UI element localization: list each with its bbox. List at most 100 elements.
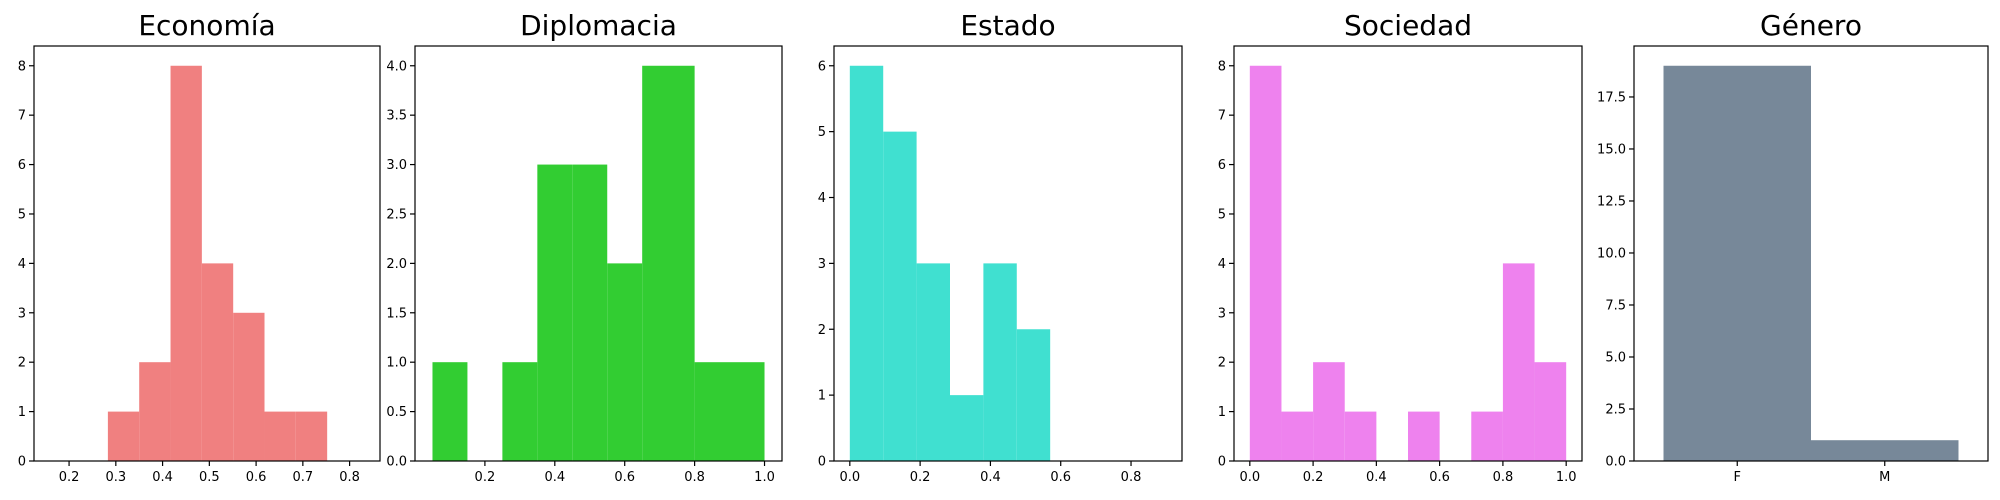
y-tick-label: 1 (818, 389, 826, 404)
axes-frame (414, 45, 783, 462)
x-tick-label: 0.4 (980, 470, 1001, 485)
y-tick-label: 17.5 (1597, 90, 1626, 105)
bar-1-3 (537, 164, 573, 461)
x-tick-label: 0.6 (246, 470, 267, 485)
y-tick-label: 1 (18, 405, 26, 420)
chart-title: Estado (960, 9, 1055, 42)
bar-2-0 (849, 65, 884, 461)
bar-2-5 (1016, 329, 1051, 461)
bar-3-8 (1502, 263, 1535, 461)
y-tick-label: 1.0 (386, 356, 407, 371)
bar-3-7 (1471, 411, 1503, 461)
y-tick-label: 0.5 (386, 405, 407, 420)
bar-2-2 (916, 263, 950, 461)
y-tick-label: 0.0 (386, 455, 407, 470)
y-tick-label: 5 (18, 207, 26, 222)
y-tick-label: 10.0 (1597, 246, 1626, 261)
bar-3-2 (1313, 362, 1345, 461)
y-tick-label: 3 (818, 257, 826, 272)
y-tick-label: 7.5 (1605, 298, 1626, 313)
y-tick-label: 4 (818, 191, 826, 206)
bar-0-4 (201, 263, 234, 461)
y-tick-label: 6 (18, 158, 26, 173)
x-tick-label: F (1734, 470, 1741, 485)
x-tick-label: 0.2 (1303, 470, 1324, 485)
y-tick-label: 1.5 (386, 306, 407, 321)
bar-3-0 (1249, 65, 1282, 461)
y-tick-label: 5.0 (1605, 350, 1626, 365)
axes-frame (1233, 45, 1583, 462)
bar-0-5 (233, 312, 265, 461)
x-tick-label: M (1879, 470, 1890, 485)
y-tick-label: 0 (1218, 455, 1226, 470)
bar-3-9 (1534, 362, 1567, 461)
y-tick-label: 3 (18, 306, 26, 321)
chart-title: Sociedad (1344, 9, 1472, 42)
y-tick-label: 0.0 (1605, 455, 1626, 470)
x-tick-label: 0.2 (910, 470, 931, 485)
y-tick-label: 4 (18, 257, 26, 272)
y-tick-label: 4.0 (386, 59, 407, 74)
y-tick-label: 15.0 (1597, 142, 1626, 157)
bar-1-5 (607, 263, 643, 461)
bar-2-3 (950, 395, 984, 461)
x-tick-label: 0.4 (1366, 470, 1387, 485)
y-tick-label: 0 (818, 455, 826, 470)
x-tick-label: 0.8 (1493, 470, 1514, 485)
chart-title: Diplomacia (520, 9, 677, 42)
bar-1-7 (694, 362, 765, 461)
chart-panel-3: 0.0 0.2 0.4 0.6 0.8 1.0 0 1 2 3 4 5 6 7 8 Sociedad (1218, 9, 1583, 485)
bar-4-1 (1811, 440, 1959, 461)
x-tick-label: 0.2 (475, 470, 496, 485)
y-tick-label: 8 (18, 59, 26, 74)
bar-4-0 (1663, 65, 1811, 461)
y-tick-label: 2 (818, 323, 826, 338)
axes-frame (33, 45, 381, 462)
y-tick-label: 12.5 (1597, 194, 1626, 209)
x-tick-label: 0.8 (1121, 470, 1142, 485)
chart-panel-1: 0.2 0.4 0.6 0.8 1.0 0.0 0.5 1.0 1.5 2.0 2.5 3.0 3.5 4… (386, 9, 783, 485)
y-tick-label: 6 (1218, 158, 1226, 173)
x-tick-label: 0.2 (59, 470, 80, 485)
y-tick-label: 3 (1218, 306, 1226, 321)
y-tick-label: 2 (1218, 356, 1226, 371)
y-tick-label: 8 (1218, 59, 1226, 74)
x-tick-label: 0.8 (339, 470, 360, 485)
y-tick-label: 7 (1218, 109, 1226, 124)
x-tick-label: 0.6 (1050, 470, 1071, 485)
y-tick-label: 7 (18, 109, 26, 124)
bar-0-3 (170, 65, 202, 461)
x-tick-label: 0.0 (1239, 470, 1260, 485)
x-tick-label: 0.6 (1429, 470, 1450, 485)
y-tick-label: 2.0 (386, 257, 407, 272)
bar-1-0 (432, 362, 468, 461)
y-tick-label: 0 (18, 455, 26, 470)
y-tick-label: 3.0 (386, 158, 407, 173)
x-tick-label: 0.7 (293, 470, 314, 485)
bar-0-6 (264, 411, 296, 461)
y-tick-label: 4 (1218, 257, 1226, 272)
y-tick-label: 3.5 (386, 109, 407, 124)
y-tick-label: 2.5 (1605, 402, 1626, 417)
y-tick-label: 6 (818, 59, 826, 74)
chart-panel-4: F M 0.0 2.5 5.0 7.5 10.0 12.5 15.0 17.5 Género (1597, 9, 1989, 485)
bar-2-4 (983, 263, 1017, 461)
y-tick-label: 5 (1218, 207, 1226, 222)
x-tick-label: 1.0 (754, 470, 775, 485)
x-tick-label: 0.4 (544, 470, 565, 485)
y-tick-label: 1 (1218, 405, 1226, 420)
bar-3-5 (1408, 411, 1440, 461)
bar-3-1 (1281, 411, 1314, 461)
y-tick-label: 2 (18, 356, 26, 371)
chart-panel-2: 0.0 0.2 0.4 0.6 0.8 0 1 2 3 4 5 6 Estado (818, 9, 1183, 485)
x-tick-label: 0.0 (839, 470, 860, 485)
x-tick-label: 0.6 (614, 470, 635, 485)
chart-panel-0: 0.2 0.3 0.4 0.5 0.6 0.7 0.8 0 1 2 3 4 5 6 7 8 Economía (18, 9, 381, 485)
chart-title: Economía (138, 9, 275, 42)
x-tick-label: 0.4 (152, 470, 173, 485)
bar-0-7 (295, 411, 328, 461)
y-tick-label: 2.5 (386, 207, 407, 222)
x-tick-label: 0.8 (684, 470, 705, 485)
x-tick-label: 0.3 (105, 470, 126, 485)
